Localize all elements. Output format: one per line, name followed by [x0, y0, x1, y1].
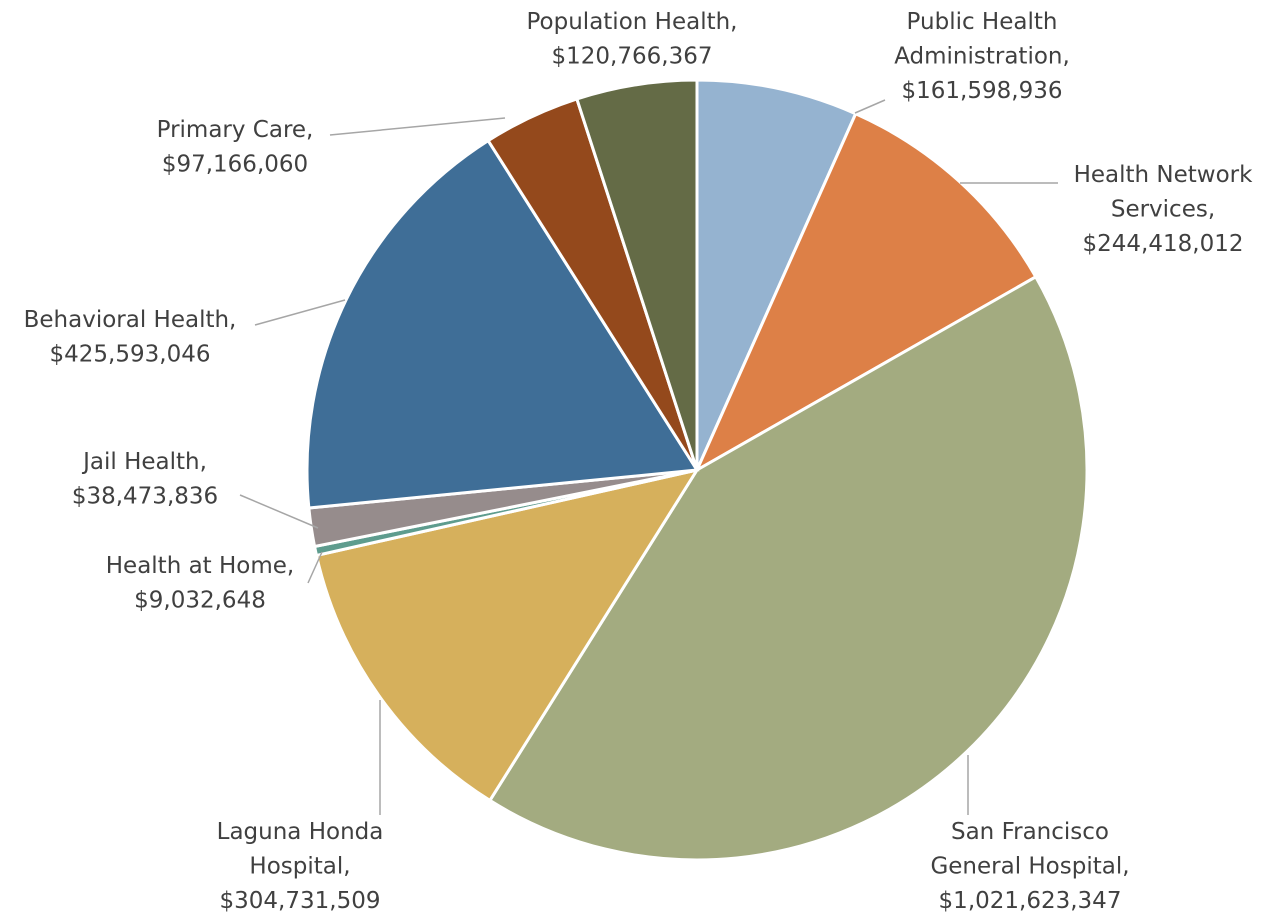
- value-label: $120,766,367: [552, 43, 713, 69]
- pie-slice: [693, 111, 1038, 474]
- category-name: San Francisco General Hospital,: [930, 819, 1129, 880]
- category-name: Laguna Honda Hospital,: [217, 819, 384, 880]
- leader-line: [254, 299, 346, 326]
- pie-slice: [487, 274, 1089, 862]
- data-label: San Francisco General Hospital, $1,021,623…: [930, 819, 1129, 914]
- leader-line: [307, 551, 323, 584]
- data-label: Health Network Services, $244,418,012: [1074, 162, 1254, 257]
- category-name: Jail Health,: [81, 449, 207, 475]
- pie-slice: [314, 467, 701, 803]
- category-name: Primary Care,: [157, 117, 314, 143]
- pie-slice: [695, 78, 858, 471]
- category-name: Behavioral Health,: [24, 307, 237, 333]
- value-label: $161,598,936: [902, 78, 1063, 104]
- value-label: $425,593,046: [50, 341, 211, 367]
- value-label: $97,166,060: [162, 151, 308, 177]
- data-label: Primary Care, $97,166,060: [157, 117, 314, 178]
- data-label: Laguna Honda Hospital, $304,731,509: [217, 819, 384, 914]
- data-label: Health at Home, $9,032,648: [106, 553, 295, 614]
- pie-slice: [574, 78, 699, 471]
- category-name: Health at Home,: [106, 553, 295, 579]
- value-label: $304,731,509: [220, 888, 381, 914]
- category-name: Population Health,: [527, 9, 738, 35]
- leader-line: [329, 117, 506, 136]
- data-label: Jail Health, $38,473,836: [72, 449, 218, 510]
- value-label: $38,473,836: [72, 483, 218, 509]
- data-label: Behavioral Health, $425,593,046: [24, 307, 237, 368]
- value-label: $9,032,648: [134, 587, 266, 613]
- category-name: Health Network Services,: [1074, 162, 1254, 223]
- category-name: Public Health Administration,: [894, 9, 1070, 70]
- pie-slice: [305, 138, 700, 510]
- data-label: Population Health, $120,766,367: [527, 9, 738, 70]
- data-label: Public Health Administration, $161,598,936: [894, 9, 1070, 104]
- leader-line: [239, 494, 319, 529]
- value-label: $244,418,012: [1083, 231, 1244, 257]
- value-label: $1,021,623,347: [939, 888, 1122, 914]
- leader-line: [854, 99, 886, 114]
